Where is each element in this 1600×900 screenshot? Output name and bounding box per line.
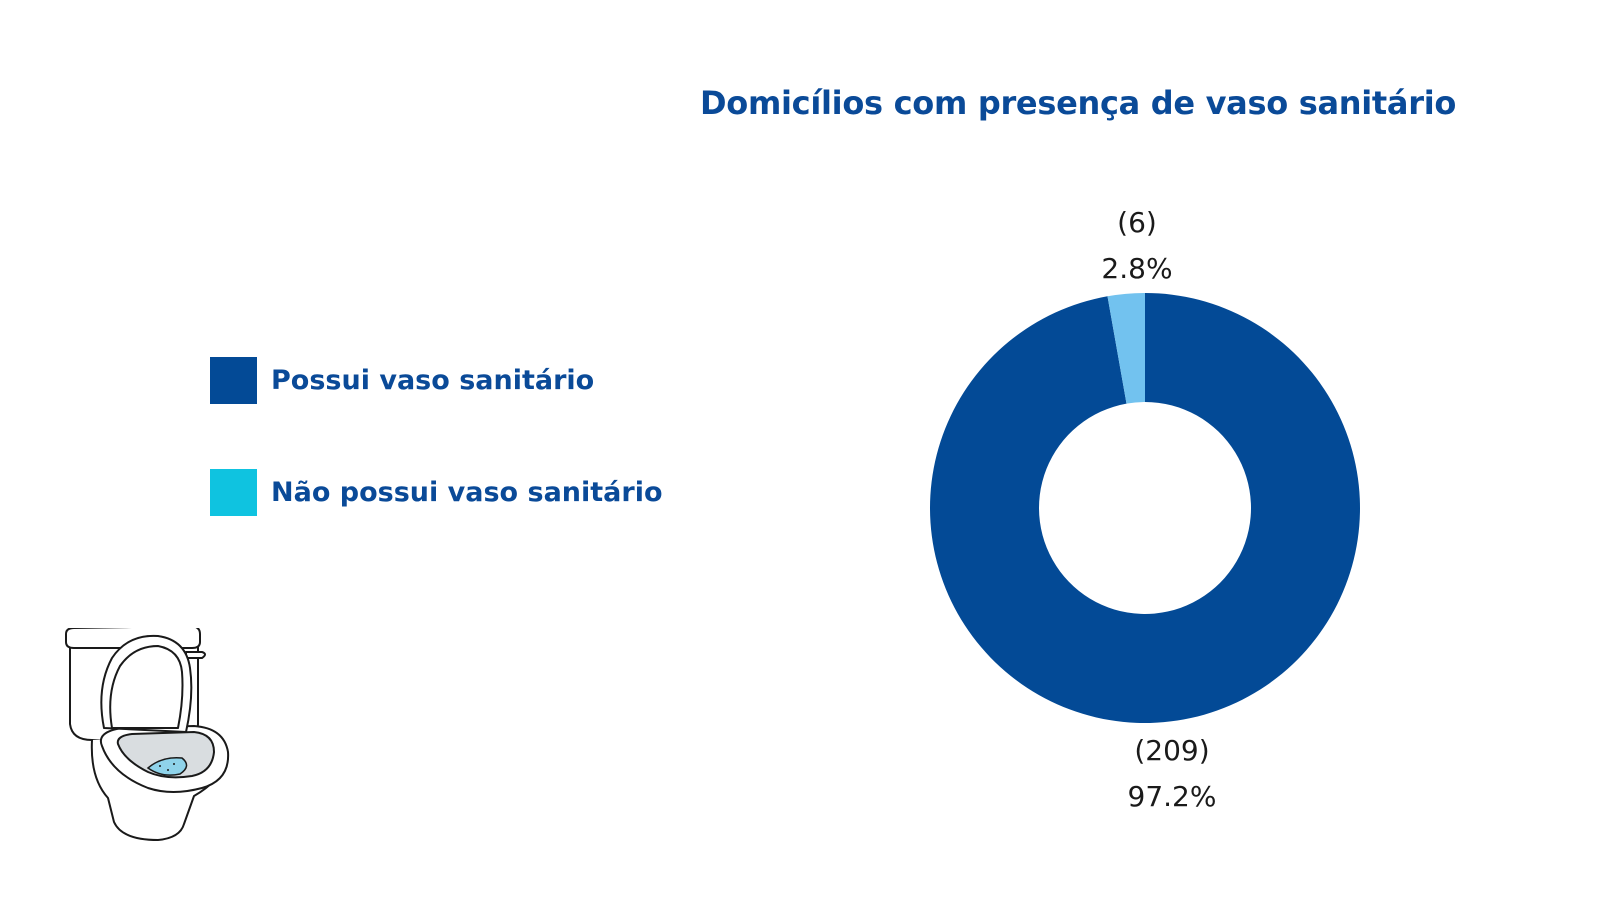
chart-title: Domicílios com presença de vaso sanitári…	[700, 84, 1457, 122]
data-label-count-possui: (209)	[1134, 734, 1209, 767]
donut-slice-nao-possui	[1107, 293, 1145, 404]
donut-slice-possui	[929, 293, 1361, 723]
legend-item-possui: Possui vaso sanitário	[210, 357, 730, 405]
data-label-percent-possui: 97.2%	[1128, 780, 1217, 813]
data-label-count-nao-possui: (6)	[1117, 206, 1157, 239]
data-label-percent-nao-possui: 2.8%	[1101, 252, 1172, 285]
legend-swatch-nao-possui	[210, 469, 257, 516]
toilet-icon	[65, 628, 230, 841]
legend-label-possui: Possui vaso sanitário	[271, 365, 595, 396]
legend-swatch-possui	[210, 357, 257, 404]
legend-item-nao-possui: Não possui vaso sanitário	[210, 469, 730, 517]
legend-label-nao-possui: Não possui vaso sanitário	[271, 477, 663, 508]
